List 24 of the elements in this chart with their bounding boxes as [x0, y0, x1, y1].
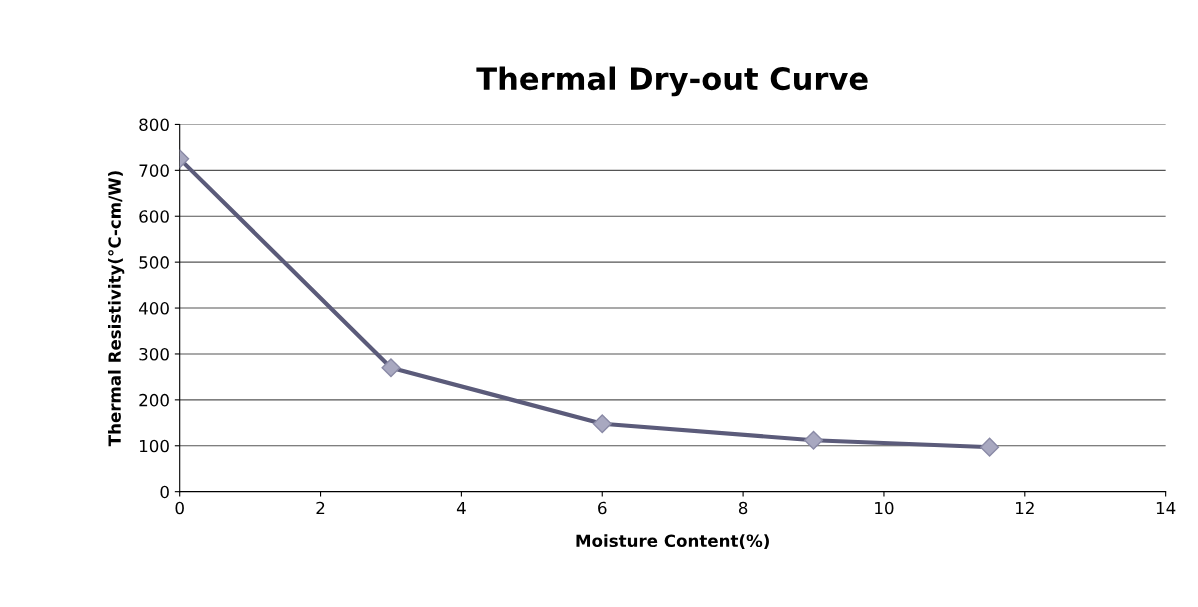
y-tick-label: 600 [139, 210, 169, 223]
x-tick-label: 0 [175, 501, 184, 515]
y-tick-label: 300 [139, 347, 169, 361]
y-tick-label: 200 [139, 393, 169, 407]
y-tick-label: 800 [139, 118, 169, 131]
x-tick-label: 4 [456, 501, 466, 515]
point [381, 358, 401, 378]
y-tick-label: 700 [139, 164, 169, 177]
x-axis-title: Moisture Content(%) [576, 534, 769, 550]
x-tick-label: 6 [598, 501, 607, 515]
y-tick-label: 400 [138, 302, 169, 315]
chart-title: Thermal Dry-out Curve [476, 66, 868, 97]
x-tick-label: 8 [738, 501, 748, 515]
y-tick-label: 0 [160, 485, 169, 499]
y-axis-title: Thermal Resistivity(°C-cm/W) [108, 171, 125, 447]
point [803, 430, 824, 450]
point [980, 437, 1000, 457]
x-tick-label: 10 [875, 501, 894, 515]
x-tick-label: 2 [316, 501, 325, 515]
point [592, 414, 612, 434]
y-tick-label: 100 [140, 439, 169, 453]
x-tick-label: 14 [1156, 501, 1176, 515]
x-tick-label: 12 [1016, 501, 1034, 515]
y-tick-label: 500 [139, 256, 169, 269]
